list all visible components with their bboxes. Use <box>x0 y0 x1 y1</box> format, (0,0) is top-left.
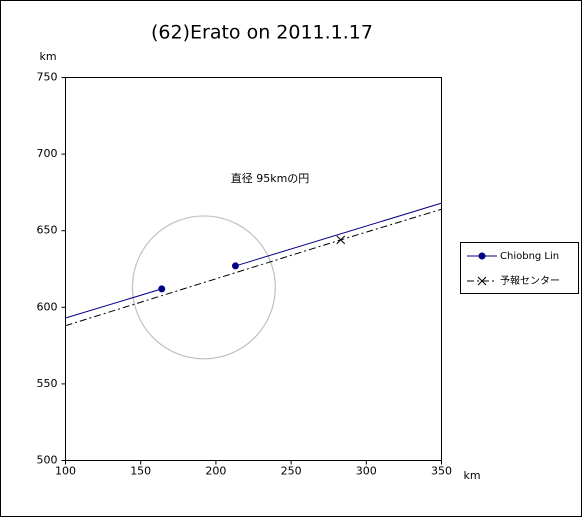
y-tick-label: 750 <box>37 71 58 84</box>
y-tick-label: 600 <box>37 300 58 313</box>
chart-title: (62)Erato on 2011.1.17 <box>151 22 373 44</box>
y-tick-label: 700 <box>37 147 58 160</box>
legend-box <box>460 242 579 294</box>
size-circle <box>131 215 276 360</box>
x-tick-label: 150 <box>130 465 151 478</box>
legend-label: 予報センター <box>500 275 560 287</box>
y-tick-label: 550 <box>37 377 58 390</box>
x-tick-label: 250 <box>281 465 302 478</box>
marker <box>231 262 239 270</box>
legend-marker <box>478 252 486 260</box>
annotation: 直径 95kmの円 <box>231 171 310 185</box>
x-tick-label: 350 <box>431 465 452 478</box>
x-tick-label: 100 <box>55 465 76 478</box>
x-axis-label: km <box>463 469 480 482</box>
y-axis-label: km <box>39 50 56 63</box>
legend-label: Chiobng Lin <box>500 251 559 262</box>
y-tick-label: 500 <box>37 454 58 467</box>
marker <box>158 285 166 293</box>
x-tick-label: 200 <box>205 465 226 478</box>
y-tick-label: 650 <box>37 224 58 237</box>
series-line <box>65 202 442 319</box>
plot-area <box>65 77 442 461</box>
x-tick-label: 300 <box>356 465 377 478</box>
legend-marker <box>477 276 487 286</box>
marker <box>336 235 346 245</box>
